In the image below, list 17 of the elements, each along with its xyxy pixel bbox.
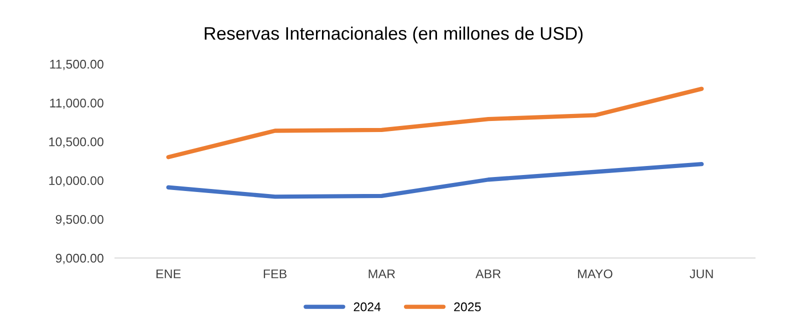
y-tick-label: 9,500.00 bbox=[56, 215, 104, 226]
x-tick-label: JUN bbox=[690, 270, 713, 278]
legend-label: 2024 bbox=[354, 302, 381, 312]
x-tick-label: ABR bbox=[476, 270, 501, 278]
y-tick-label: 11,500.00 bbox=[50, 60, 104, 70]
y-tick-label: 10,000.00 bbox=[49, 176, 104, 187]
y-tick-label: 11,000.00 bbox=[50, 98, 104, 109]
x-tick-label: ENE bbox=[156, 270, 181, 278]
line-series bbox=[166, 162, 704, 199]
line-series bbox=[166, 86, 704, 160]
x-tick-label: MAR bbox=[368, 270, 395, 278]
chart-title: Reservas Internacionales (en millones de USD) bbox=[204, 26, 583, 44]
legend-label: 2025 bbox=[454, 302, 481, 312]
y-tick-label: 9,000.00 bbox=[56, 254, 104, 264]
x-tick-label: FEB bbox=[264, 270, 286, 278]
x-tick-label: MAYO bbox=[578, 269, 612, 278]
y-tick-label: 10,500.00 bbox=[49, 137, 104, 148]
